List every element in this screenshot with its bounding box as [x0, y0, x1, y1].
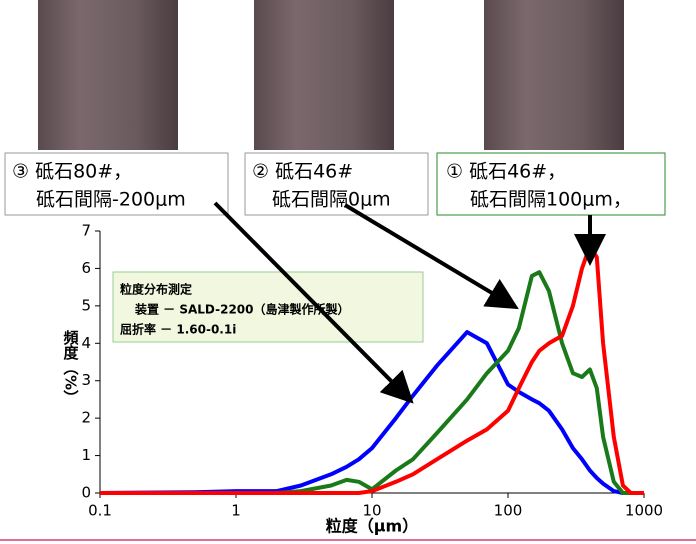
- y-tick-label: 5: [81, 296, 91, 314]
- annotation: 砥石間隔100μm，: [470, 189, 632, 211]
- photo: [254, 0, 394, 150]
- annotation: ② 砥石46#: [252, 161, 353, 183]
- y-tick-label: 2: [81, 409, 91, 427]
- annotation: ③ 砥石80#，: [12, 161, 132, 183]
- x-tick-label: 1: [231, 502, 241, 520]
- x-tick-label: 10: [362, 502, 381, 520]
- x-tick-label: 1000: [625, 502, 663, 520]
- x-tick-label: 0.1: [88, 502, 112, 520]
- y-tick-label: 6: [81, 259, 91, 277]
- annotation: 砥石間隔-200μm: [36, 189, 186, 211]
- y-tick-label: 4: [81, 334, 91, 352]
- line-series: [100, 332, 644, 493]
- photo: [38, 0, 178, 150]
- note: 屈折率 － 1.60-0.1i: [120, 322, 236, 337]
- photo: [484, 0, 624, 150]
- annotation: ① 砥石46#，: [446, 161, 566, 183]
- y-tick-label: 1: [81, 446, 91, 464]
- y-tick-label: 0: [81, 484, 91, 502]
- y-tick-label: 3: [81, 371, 91, 389]
- chart: ③ 砥石80#， 砥石間隔-200μm ② 砥石46# 砥石間隔0μm ① 砥石…: [0, 0, 696, 544]
- y-tick-label: 7: [81, 222, 91, 240]
- x-tick-label: 100: [494, 502, 523, 520]
- y-axis-label: 頻度（%）: [62, 329, 80, 405]
- note: 粒度分布測定: [120, 282, 192, 297]
- annotation: 砥石間隔0μm: [272, 189, 391, 211]
